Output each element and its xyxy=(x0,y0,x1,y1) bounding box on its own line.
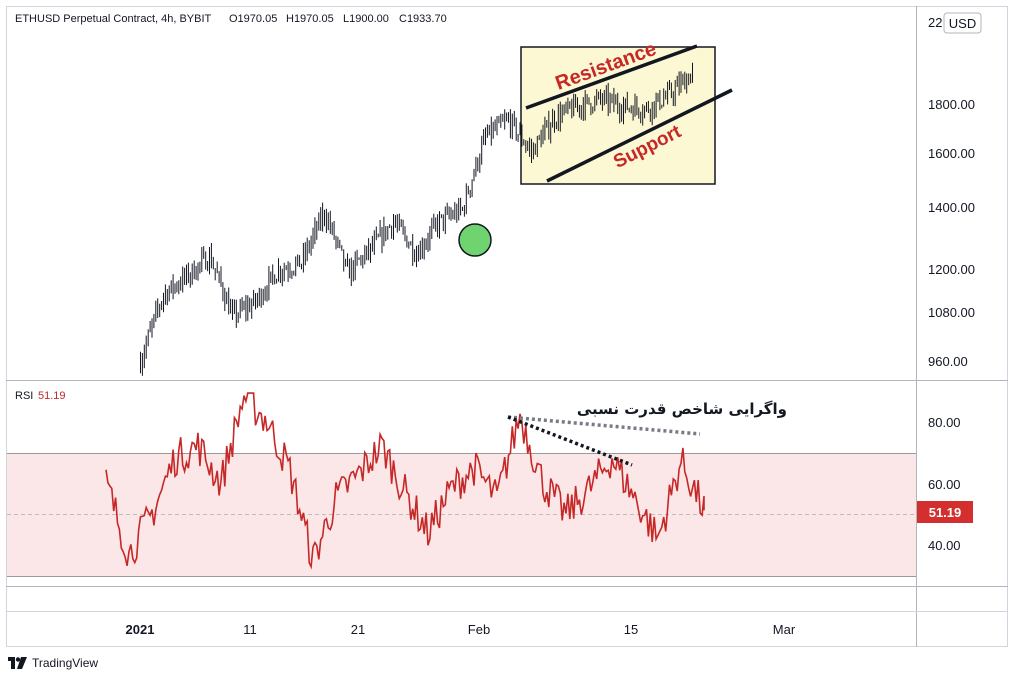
price-axis-ticks: 1800.00 1600.00 1400.00 1200.00 1080.00 … xyxy=(928,97,975,369)
resistance-line[interactable] xyxy=(525,44,698,110)
chart-frame xyxy=(6,6,1008,647)
time-label-15: 15 xyxy=(624,622,638,637)
ohlc-open: O1970.05 xyxy=(229,13,277,25)
tradingview-brand-label: TradingView xyxy=(32,656,99,670)
price-tick-1800: 1800.00 xyxy=(928,97,975,112)
price-tick-1080: 1080.00 xyxy=(928,305,975,320)
bounce-highlight-circle[interactable] xyxy=(458,223,492,257)
price-tick-1400: 1400.00 xyxy=(928,200,975,215)
rsi-label: RSI xyxy=(15,390,33,402)
price-axis-top-label: 22 xyxy=(928,15,942,30)
rsi-divergence-line[interactable] xyxy=(507,415,633,467)
rsi-tick-80: 80.00 xyxy=(928,415,961,430)
price-tick-1600: 1600.00 xyxy=(928,146,975,161)
symbol-title: ETHUSD Perpetual Contract, 4h, BYBIT xyxy=(15,13,212,25)
ohlc-close: C1933.70 xyxy=(399,13,447,25)
rsi-divergence-top-line[interactable] xyxy=(507,415,701,436)
divergence-annotation: واگرایی شاخص قدرت نسبی xyxy=(577,400,787,418)
rsi-tick-40: 40.00 xyxy=(928,538,961,553)
time-label-mar: Mar xyxy=(773,622,796,637)
support-line[interactable] xyxy=(546,88,733,183)
ohlc-low: L1900.00 xyxy=(343,13,389,25)
tradingview-brand[interactable]: TradingView xyxy=(8,656,98,670)
time-label-21: 21 xyxy=(351,622,365,637)
currency-badge[interactable] xyxy=(943,12,982,34)
ohlc-high: H1970.05 xyxy=(286,13,334,25)
currency-badge-label: USD xyxy=(949,16,976,31)
tradingview-logo-icon xyxy=(8,657,27,669)
rsi-value-badge-text: 51.19 xyxy=(929,505,962,520)
time-label-11: 11 xyxy=(243,622,257,637)
price-candles xyxy=(140,62,693,376)
time-label-2021: 2021 xyxy=(126,622,155,637)
time-label-feb: Feb xyxy=(468,622,490,637)
price-tick-960: 960.00 xyxy=(928,354,968,369)
price-tick-1200: 1200.00 xyxy=(928,262,975,277)
rsi-tick-60: 60.00 xyxy=(928,477,961,492)
rsi-value-badge xyxy=(917,501,973,523)
rsi-line xyxy=(105,392,705,570)
rsi-value: 51.19 xyxy=(38,390,66,402)
